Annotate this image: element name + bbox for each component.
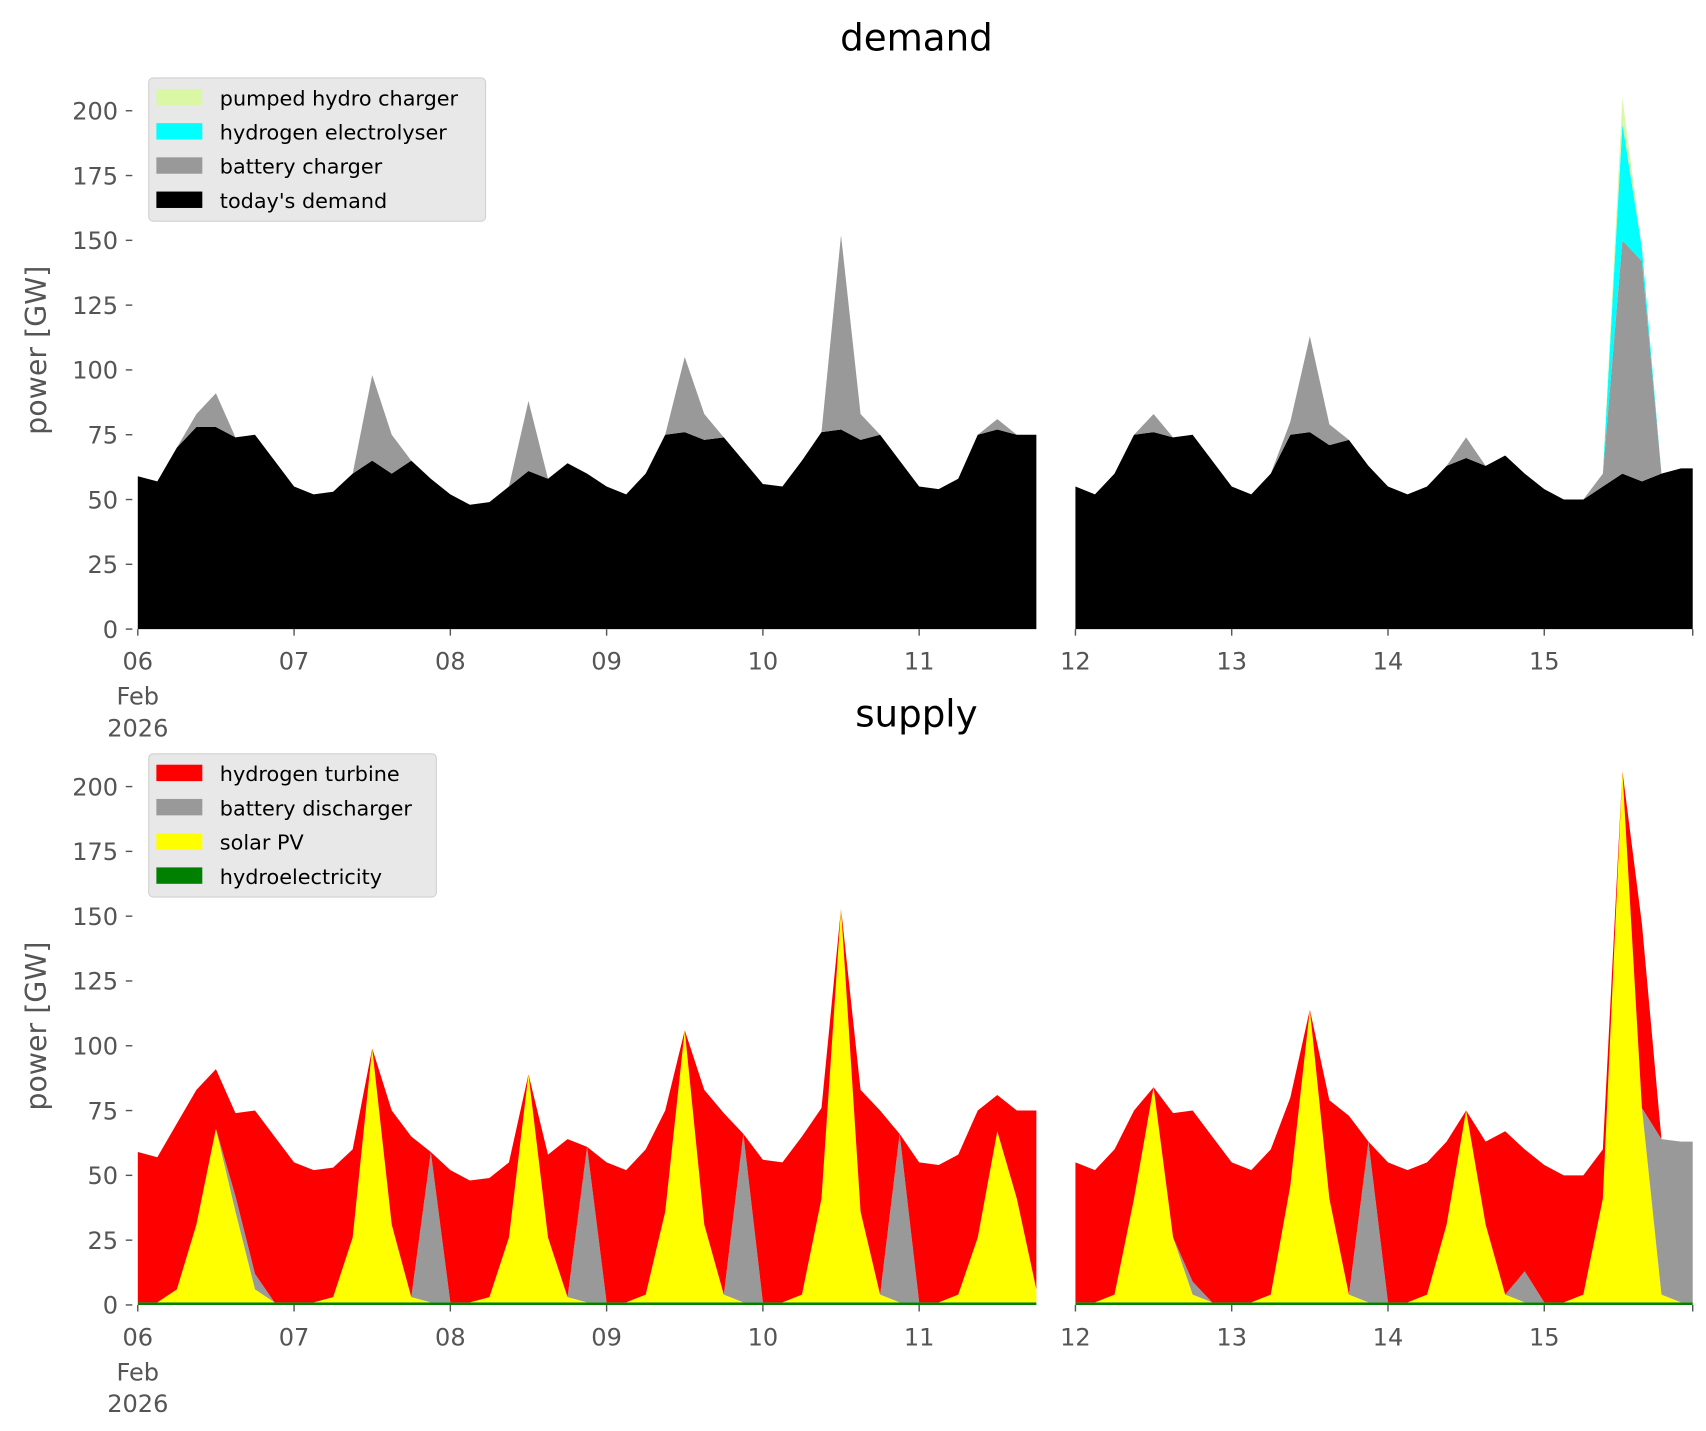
legend-swatch	[156, 764, 203, 782]
x-tick-label: 15	[1529, 1323, 1560, 1351]
x-tick-sublabel: Feb	[117, 683, 160, 711]
x-tick-label: 15	[1529, 648, 1560, 676]
legend: hydrogen turbine battery discharger solar …	[148, 753, 437, 898]
axes: 0 25 50 75 100 125 150 175 200 06 Feb 2026 07 08 09 10 1…	[72, 97, 1694, 742]
y-tick-label: 150	[72, 227, 118, 255]
axes: 0 25 50 75 100 125 150 175 200 06 Feb 2026 07 08 09 10 1…	[72, 773, 1694, 1418]
supply-chart: supply power [GW] 0 25 50 75 100 125 150 175 200…	[20, 691, 1694, 1418]
x-tick-label: 08	[435, 1323, 466, 1351]
area-today-s-demand	[137, 426, 1037, 630]
legend-label: hydrogen electrolyser	[220, 121, 447, 145]
x-tick-label: 12	[1060, 1323, 1091, 1351]
y-tick-label: 200	[72, 97, 118, 125]
area-hydroelectricity	[1075, 1302, 1693, 1305]
legend-swatch	[156, 798, 203, 816]
chart-title: demand	[840, 16, 993, 60]
x-tick-label: 06	[122, 648, 153, 676]
legend-swatch	[156, 123, 203, 140]
legend-label: hydroelectricity	[220, 865, 382, 889]
x-tick-label: 10	[748, 648, 779, 676]
legend-swatch	[156, 88, 203, 106]
legend-label: pumped hydro charger	[220, 86, 459, 110]
area-hydrogen-turbine	[1075, 771, 1693, 1303]
y-tick-label: 175	[72, 162, 118, 190]
y-tick-label: 75	[87, 1097, 118, 1125]
legend-swatch	[156, 833, 203, 850]
y-tick-label: 200	[72, 773, 118, 801]
x-tick-label: 07	[279, 648, 310, 676]
y-tick-label: 0	[103, 1292, 118, 1320]
stacked-areas	[137, 97, 1693, 630]
y-tick-label: 0	[103, 616, 118, 644]
y-tick-label: 25	[87, 551, 118, 579]
legend-label: hydrogen turbine	[220, 762, 400, 786]
x-tick-label: 14	[1373, 1323, 1404, 1351]
legend: pumped hydro charger hydrogen electrolyse…	[148, 77, 487, 222]
x-tick-label: 09	[591, 648, 622, 676]
y-tick-label: 125	[72, 968, 118, 996]
legend-label: battery discharger	[220, 796, 413, 820]
x-tick-label: 13	[1216, 648, 1247, 676]
x-tick-label: 13	[1216, 1323, 1247, 1351]
area-battery-charger	[1075, 240, 1693, 500]
y-tick-label: 50	[87, 1162, 118, 1190]
y-tick-label: 50	[87, 486, 118, 514]
legend-swatch	[156, 157, 203, 174]
legend-label: solar PV	[220, 831, 305, 855]
legend-label: today's demand	[220, 189, 387, 213]
x-tick-label: 08	[435, 648, 466, 676]
y-tick-label: 25	[87, 1227, 118, 1255]
legend-label: battery charger	[220, 155, 383, 179]
area-battery-charger	[137, 235, 1037, 505]
y-tick-label: 175	[72, 838, 118, 866]
stacked-areas	[137, 771, 1693, 1305]
area-today-s-demand	[1075, 432, 1693, 630]
area-solar-pv	[137, 908, 1037, 1303]
x-tick-sublabel: 2026	[107, 1390, 168, 1418]
y-axis-label: power [GW]	[20, 266, 53, 435]
x-tick-label: 06	[122, 1323, 153, 1351]
x-tick-label: 11	[904, 648, 935, 676]
y-tick-label: 150	[72, 903, 118, 931]
x-tick-sublabel: 2026	[107, 714, 168, 742]
x-tick-label: 14	[1373, 648, 1404, 676]
demand-chart: demand power [GW] 0 25 50 75 100 125 150 175 200…	[20, 16, 1694, 742]
legend-box	[148, 77, 487, 222]
area-solar-pv	[1075, 771, 1693, 1303]
x-tick-label: 07	[279, 1323, 310, 1351]
y-tick-label: 100	[72, 357, 118, 385]
area-hydrogen-turbine	[137, 908, 1037, 1303]
legend-swatch	[156, 867, 203, 884]
x-tick-sublabel: Feb	[117, 1358, 160, 1386]
legend-box	[148, 753, 437, 898]
x-tick-label: 11	[904, 1323, 935, 1351]
area-hydroelectricity	[137, 1302, 1037, 1305]
legend-swatch	[156, 191, 203, 208]
y-tick-label: 125	[72, 292, 118, 320]
x-tick-label: 10	[748, 1323, 779, 1351]
chart-title: supply	[855, 691, 977, 735]
y-tick-label: 75	[87, 421, 118, 449]
y-tick-label: 100	[72, 1033, 118, 1061]
area-battery-discharger	[137, 908, 1037, 1303]
x-tick-label: 12	[1060, 648, 1091, 676]
y-axis-label: power [GW]	[20, 941, 53, 1110]
x-tick-label: 09	[591, 1323, 622, 1351]
